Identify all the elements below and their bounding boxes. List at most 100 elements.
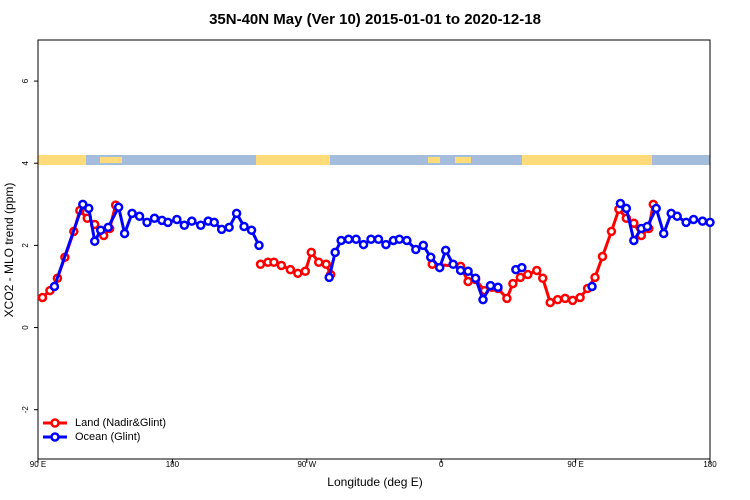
point bbox=[246, 225, 257, 235]
point bbox=[425, 252, 436, 263]
point bbox=[285, 264, 296, 275]
y-tick-label: 0 bbox=[21, 325, 30, 330]
point bbox=[470, 273, 481, 284]
point bbox=[142, 217, 152, 228]
point bbox=[493, 282, 503, 293]
chart-title: 35N-40N May (Ver 10) 2015-01-01 to 2020-… bbox=[209, 11, 541, 28]
point bbox=[300, 266, 311, 277]
point bbox=[587, 281, 597, 292]
point bbox=[127, 208, 137, 219]
point bbox=[688, 214, 699, 225]
point bbox=[330, 247, 340, 258]
x-axis-label: Longitude (deg E) bbox=[327, 475, 422, 489]
point bbox=[149, 213, 160, 224]
point bbox=[119, 228, 130, 239]
legend-label: Ocean (Glint) bbox=[75, 431, 140, 443]
point bbox=[381, 239, 391, 250]
legend-label: Land (Nadir&Glint) bbox=[75, 417, 166, 429]
x-tick-label: 180 bbox=[703, 460, 717, 469]
point bbox=[672, 211, 682, 221]
plot-frame bbox=[37, 39, 711, 460]
point bbox=[597, 251, 608, 262]
point bbox=[560, 293, 570, 304]
point bbox=[658, 228, 669, 239]
point bbox=[269, 257, 279, 267]
point bbox=[293, 268, 303, 279]
x-tick-label: 90 E bbox=[567, 460, 583, 469]
point bbox=[697, 216, 708, 226]
point bbox=[313, 257, 324, 267]
point bbox=[216, 224, 227, 235]
x-tick-label: 90 E bbox=[30, 460, 46, 469]
point bbox=[629, 235, 639, 246]
point bbox=[552, 294, 563, 305]
point bbox=[517, 262, 527, 273]
y-axis-label: XCO2 - MLO trend (ppm) bbox=[2, 183, 16, 318]
point bbox=[590, 272, 600, 283]
point bbox=[373, 234, 384, 244]
point bbox=[575, 292, 585, 303]
point bbox=[508, 278, 518, 289]
point bbox=[411, 244, 421, 255]
point bbox=[321, 259, 331, 270]
point bbox=[103, 222, 113, 233]
point bbox=[532, 265, 542, 276]
point bbox=[113, 202, 124, 212]
y-tick-label: 2 bbox=[21, 243, 30, 248]
point bbox=[621, 203, 632, 214]
point bbox=[358, 239, 369, 250]
point bbox=[642, 221, 653, 232]
point bbox=[463, 276, 473, 287]
point bbox=[95, 225, 106, 235]
point bbox=[515, 272, 526, 283]
point bbox=[78, 199, 88, 210]
x-tick-label: 90 W bbox=[297, 460, 316, 469]
x-tick-label: 0 bbox=[439, 460, 444, 469]
point bbox=[681, 217, 691, 228]
point bbox=[84, 203, 94, 214]
legend-marker bbox=[50, 432, 60, 442]
point bbox=[336, 235, 346, 246]
point bbox=[231, 208, 242, 219]
point bbox=[179, 220, 190, 231]
point bbox=[705, 217, 715, 228]
point bbox=[187, 216, 197, 226]
point bbox=[434, 262, 445, 273]
point bbox=[418, 240, 429, 251]
point bbox=[537, 273, 548, 284]
point bbox=[255, 259, 266, 270]
point bbox=[254, 240, 264, 251]
point bbox=[463, 266, 473, 277]
point bbox=[651, 203, 661, 214]
point bbox=[209, 217, 219, 228]
point bbox=[239, 221, 249, 232]
point bbox=[440, 245, 451, 256]
point bbox=[455, 265, 466, 276]
point bbox=[545, 297, 555, 308]
land-mask-band bbox=[38, 155, 710, 165]
point bbox=[485, 280, 496, 291]
point bbox=[196, 220, 206, 231]
point bbox=[89, 236, 100, 247]
point bbox=[567, 295, 578, 306]
point bbox=[615, 198, 626, 209]
point bbox=[394, 234, 405, 244]
point bbox=[606, 226, 617, 237]
point bbox=[306, 247, 317, 258]
point bbox=[402, 235, 412, 246]
y-tick-label: 6 bbox=[21, 78, 30, 83]
y-tick-label: -2 bbox=[21, 406, 30, 414]
point bbox=[172, 214, 182, 225]
series-line bbox=[41, 204, 655, 305]
point bbox=[163, 217, 173, 228]
point bbox=[224, 222, 234, 233]
point bbox=[523, 269, 533, 280]
point bbox=[343, 234, 354, 244]
point bbox=[478, 294, 488, 305]
point bbox=[366, 234, 376, 244]
point bbox=[134, 211, 145, 221]
y-tick-label: 4 bbox=[21, 160, 30, 165]
point bbox=[351, 234, 361, 244]
point bbox=[37, 292, 48, 303]
